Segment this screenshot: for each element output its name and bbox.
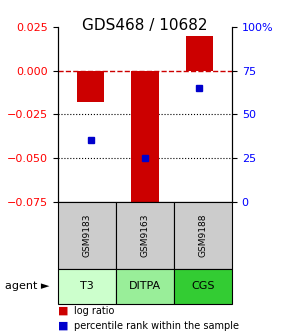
Text: CGS: CGS <box>191 282 215 291</box>
Text: GSM9183: GSM9183 <box>82 213 92 257</box>
Bar <box>77 71 104 102</box>
Text: T3: T3 <box>80 282 94 291</box>
Text: ■: ■ <box>58 306 68 316</box>
Text: log ratio: log ratio <box>74 306 114 316</box>
Text: percentile rank within the sample: percentile rank within the sample <box>74 321 239 331</box>
Text: agent ►: agent ► <box>5 282 49 291</box>
Text: GSM9163: GSM9163 <box>140 213 150 257</box>
Text: ■: ■ <box>58 321 68 331</box>
Bar <box>186 36 213 71</box>
Text: GDS468 / 10682: GDS468 / 10682 <box>82 18 208 34</box>
Bar <box>131 71 159 202</box>
Text: DITPA: DITPA <box>129 282 161 291</box>
Text: GSM9188: GSM9188 <box>198 213 208 257</box>
